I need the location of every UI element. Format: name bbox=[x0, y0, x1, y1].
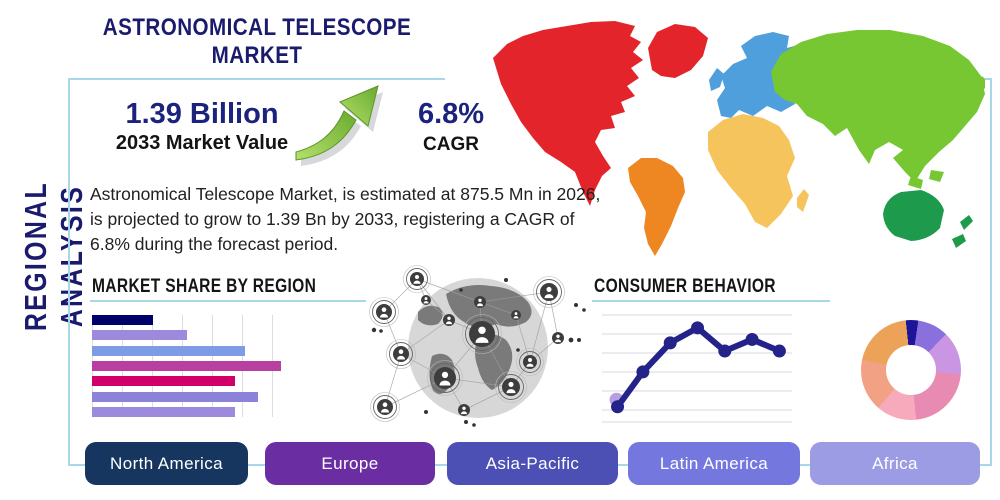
map-new-zealand-2 bbox=[952, 234, 966, 248]
market-share-bar-4 bbox=[92, 376, 235, 387]
donut-hole bbox=[886, 345, 936, 395]
market-share-title: MARKET SHARE BY REGION bbox=[92, 276, 317, 297]
market-share-bar-6 bbox=[92, 406, 235, 417]
market-share-underline bbox=[90, 300, 366, 302]
consumer-point-5 bbox=[745, 332, 759, 346]
side-label-regional-analysis: REGIONAL ANALYSIS bbox=[18, 180, 89, 332]
person-node-icon bbox=[462, 314, 502, 354]
consumer-behavior-underline bbox=[592, 300, 830, 302]
consumer-point-0 bbox=[611, 400, 625, 414]
person-node-icon bbox=[443, 314, 455, 326]
map-madagascar bbox=[797, 189, 809, 212]
region-button-europe[interactable]: Europe bbox=[265, 442, 435, 485]
person-node-icon bbox=[403, 265, 431, 293]
person-node-icon bbox=[474, 296, 486, 308]
region-button-asia-pacific[interactable]: Asia-Pacific bbox=[447, 442, 618, 485]
cagr-label: CAGR bbox=[423, 134, 479, 155]
region-button-north-america[interactable]: North America bbox=[85, 442, 248, 485]
growth-arrow-icon bbox=[294, 82, 398, 171]
person-node-icon bbox=[495, 371, 527, 403]
person-node-icon bbox=[427, 360, 463, 396]
region-button-africa[interactable]: Africa bbox=[810, 442, 980, 485]
person-node-icon bbox=[533, 276, 565, 308]
consumer-point-2 bbox=[663, 336, 677, 350]
world-map-svg bbox=[493, 21, 988, 256]
person-node-icon bbox=[421, 295, 431, 305]
person-node-icon bbox=[370, 392, 400, 422]
map-new-zealand-1 bbox=[960, 215, 973, 230]
region-button-latin-america[interactable]: Latin America bbox=[628, 442, 800, 485]
map-uk bbox=[709, 68, 724, 91]
market-share-bar-2 bbox=[92, 345, 246, 356]
map-australia bbox=[883, 190, 944, 241]
map-south-america bbox=[628, 158, 685, 256]
map-se-asia-1 bbox=[908, 176, 923, 189]
world-map bbox=[445, 0, 988, 266]
consumer-point-3 bbox=[691, 321, 704, 335]
consumer-point-6 bbox=[772, 344, 786, 358]
consumer-behavior-title: CONSUMER BEHAVIOR bbox=[594, 276, 776, 297]
market-value-label: 2033 Market Value bbox=[115, 132, 289, 154]
market-value-2033: 1.39 Billion bbox=[125, 98, 279, 130]
consumer-point-1 bbox=[636, 365, 650, 379]
market-summary-text: Astronomical Telescope Market, is estima… bbox=[90, 184, 601, 254]
person-node-icon bbox=[386, 339, 416, 369]
market-share-bar-5 bbox=[92, 391, 258, 402]
person-node-icon bbox=[516, 348, 544, 376]
globe-network-icon bbox=[366, 260, 596, 443]
person-node-icon bbox=[458, 404, 470, 416]
map-asia bbox=[771, 30, 985, 182]
map-africa bbox=[708, 114, 795, 228]
network-person-nodes bbox=[369, 265, 565, 422]
market-share-bar-1 bbox=[92, 330, 187, 341]
consumer-line-svg bbox=[602, 314, 792, 423]
person-node-icon bbox=[552, 332, 564, 344]
person-node-icon bbox=[369, 297, 399, 327]
map-greenland bbox=[648, 24, 708, 78]
map-japan bbox=[973, 76, 988, 99]
map-north-america bbox=[493, 21, 643, 206]
page-title: ASTRONOMICAL TELESCOPE MARKET bbox=[102, 14, 412, 69]
market-share-bar-3 bbox=[92, 360, 281, 371]
consumer-line-points bbox=[611, 321, 786, 414]
person-node-icon bbox=[511, 310, 521, 320]
market-share-bars bbox=[92, 315, 302, 417]
map-se-asia-2 bbox=[929, 170, 944, 182]
consumer-point-4 bbox=[718, 344, 732, 358]
cagr-value: 6.8% bbox=[417, 98, 485, 130]
market-share-bar-0 bbox=[92, 315, 153, 325]
